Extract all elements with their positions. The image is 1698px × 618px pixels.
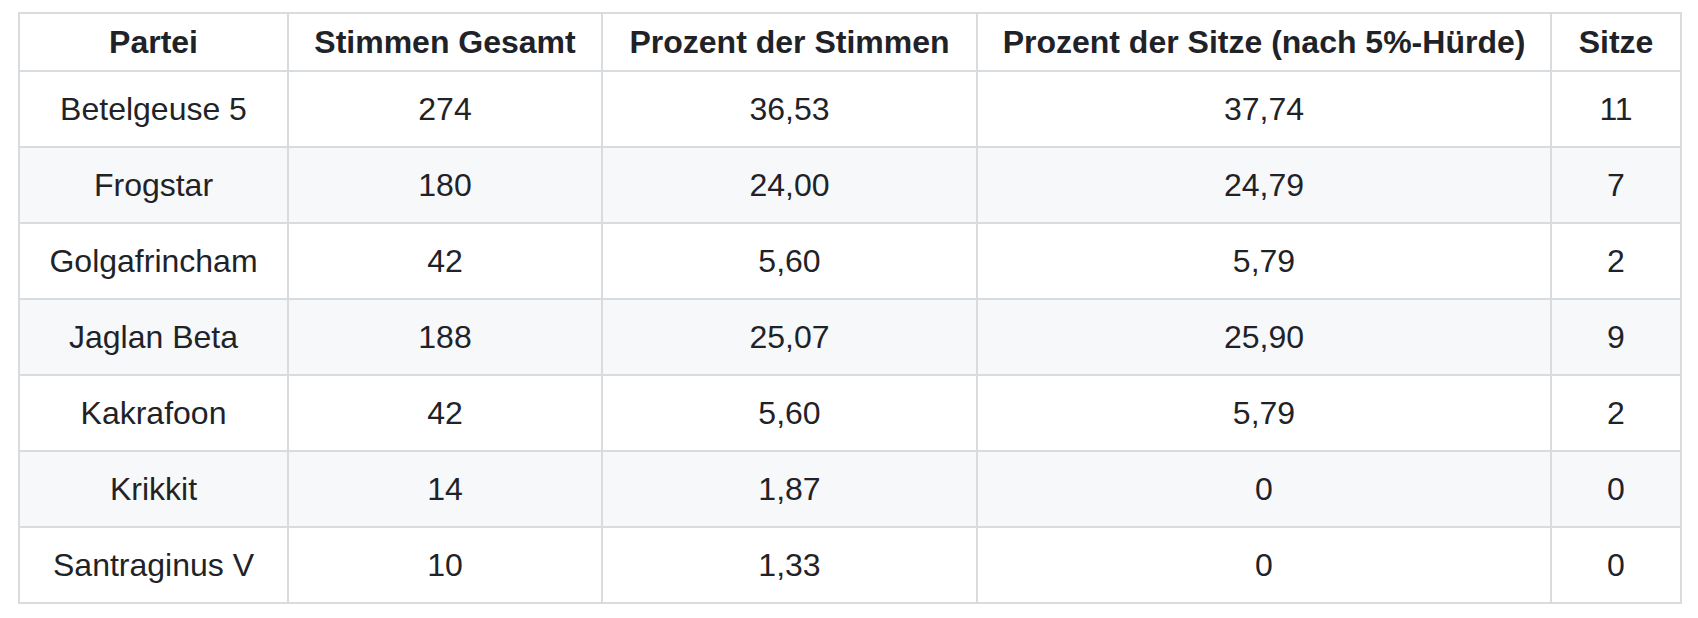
table-cell: Santraginus V	[19, 527, 288, 603]
table-cell: 1,33	[602, 527, 977, 603]
table-cell: Golgafrincham	[19, 223, 288, 299]
table-cell: 9	[1551, 299, 1681, 375]
table-cell: 180	[288, 147, 602, 223]
header-row: Partei Stimmen Gesamt Prozent der Stimme…	[19, 13, 1681, 71]
table-cell: 2	[1551, 375, 1681, 451]
table-cell: 42	[288, 223, 602, 299]
table-cell: 5,60	[602, 375, 977, 451]
table-cell: 0	[977, 527, 1551, 603]
page: Partei Stimmen Gesamt Prozent der Stimme…	[0, 0, 1698, 616]
table-cell: Kakrafoon	[19, 375, 288, 451]
table-cell: Betelgeuse 5	[19, 71, 288, 147]
table-cell: 1,87	[602, 451, 977, 527]
table-cell: 2	[1551, 223, 1681, 299]
table-row: Frogstar18024,0024,797	[19, 147, 1681, 223]
table-row: Krikkit141,8700	[19, 451, 1681, 527]
column-header-partei: Partei	[19, 13, 288, 71]
table-cell: Jaglan Beta	[19, 299, 288, 375]
table-cell: Frogstar	[19, 147, 288, 223]
table-cell: 0	[1551, 451, 1681, 527]
table-cell: 10	[288, 527, 602, 603]
table-cell: 188	[288, 299, 602, 375]
column-header-prozent-stimmen: Prozent der Stimmen	[602, 13, 977, 71]
table-cell: 37,74	[977, 71, 1551, 147]
column-header-sitze: Sitze	[1551, 13, 1681, 71]
table-cell: 5,79	[977, 223, 1551, 299]
table-cell: 42	[288, 375, 602, 451]
table-row: Betelgeuse 527436,5337,7411	[19, 71, 1681, 147]
table-cell: 7	[1551, 147, 1681, 223]
election-results-table: Partei Stimmen Gesamt Prozent der Stimme…	[18, 12, 1682, 604]
table-cell: 25,07	[602, 299, 977, 375]
table-cell: 0	[1551, 527, 1681, 603]
table-cell: 14	[288, 451, 602, 527]
table-row: Jaglan Beta18825,0725,909	[19, 299, 1681, 375]
table-row: Santraginus V101,3300	[19, 527, 1681, 603]
table-cell: 36,53	[602, 71, 977, 147]
column-header-stimmen-gesamt: Stimmen Gesamt	[288, 13, 602, 71]
table-cell: Krikkit	[19, 451, 288, 527]
table-row: Golgafrincham425,605,792	[19, 223, 1681, 299]
column-header-prozent-sitze: Prozent der Sitze (nach 5%-Hürde)	[977, 13, 1551, 71]
table-cell: 274	[288, 71, 602, 147]
table-body: Betelgeuse 527436,5337,7411Frogstar18024…	[19, 71, 1681, 603]
table-cell: 11	[1551, 71, 1681, 147]
table-cell: 0	[977, 451, 1551, 527]
table-cell: 25,90	[977, 299, 1551, 375]
table-row: Kakrafoon425,605,792	[19, 375, 1681, 451]
table-cell: 24,79	[977, 147, 1551, 223]
table-cell: 24,00	[602, 147, 977, 223]
table-cell: 5,79	[977, 375, 1551, 451]
table-cell: 5,60	[602, 223, 977, 299]
